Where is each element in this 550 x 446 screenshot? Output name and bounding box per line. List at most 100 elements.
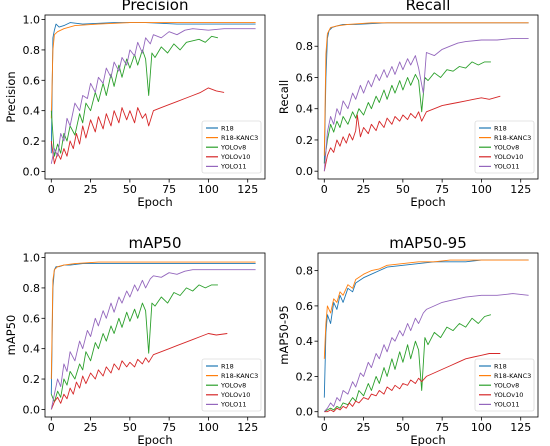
x-tick-label: 0 [321, 421, 328, 434]
x-axis-label: Epoch [410, 433, 445, 446]
y-tick-label: 0.6 [23, 74, 41, 87]
legend-label: YOLOv10 [220, 391, 250, 399]
chart-panel-4: mAP50-95 0 25 50 75 100 125 0.0 0.2 0.4 0.6 0.8 Epoc… [277, 234, 539, 446]
series-line-yolov8 [323, 61, 491, 164]
legend-label: R18-KANC3 [221, 134, 258, 142]
x-axis-label: Epoch [137, 433, 172, 446]
legend-box [474, 120, 535, 174]
legend-label: R18-KANC3 [494, 372, 531, 380]
y-axis-label: Precision [4, 71, 18, 122]
x-tick-label: 0 [321, 183, 328, 196]
series-line-yolo11 [323, 37, 529, 172]
legend-label: YOLOv10 [220, 153, 250, 161]
legend-label: R18 [494, 124, 507, 132]
y-tick-label: 0.6 [296, 71, 314, 84]
legend-box [474, 358, 535, 412]
series-line-r18 [50, 22, 256, 154]
chart-panel-3: mAP50 0 25 50 75 100 125 0.0 0.2 0.4 0.6 0.8 1.0 Epoc… [4, 234, 266, 446]
legend-label: R18 [221, 362, 234, 370]
legend-label: YOLOv8 [493, 382, 519, 390]
series-line-yolo11 [50, 28, 256, 164]
y-tick-label: 0.4 [23, 343, 41, 356]
x-tick-label: 100 [198, 421, 219, 434]
x-tick-label: 25 [357, 183, 371, 196]
y-axis-label: Recall [277, 80, 291, 114]
x-tick-label: 75 [435, 421, 449, 434]
y-tick-label: 0.2 [296, 370, 314, 383]
series-line-r18-kanc3 [50, 22, 256, 119]
chart-title: Recall [406, 0, 451, 14]
y-tick-label: 0.4 [296, 335, 314, 348]
series-line-yolov8 [50, 35, 219, 157]
plot-frame [317, 252, 539, 418]
x-tick-label: 125 [510, 183, 531, 196]
plot-frame [44, 252, 266, 418]
chart-title: Precision [122, 0, 189, 14]
y-tick-label: 0.2 [296, 134, 314, 147]
y-tick-label: 0.6 [23, 312, 41, 325]
legend-label: YOLOv8 [220, 144, 246, 152]
x-tick-label: 100 [471, 183, 492, 196]
legend-label: YOLO11 [220, 163, 247, 171]
series-line-yolov10 [50, 87, 225, 165]
x-tick-label: 25 [357, 421, 371, 434]
legend-label: YOLOv8 [220, 382, 246, 390]
chart-title: mAP50-95 [389, 234, 467, 252]
x-tick-label: 25 [84, 183, 98, 196]
y-tick-label: 0.0 [23, 403, 41, 416]
series-line-r18-kanc3 [50, 261, 256, 380]
legend-label: YOLO11 [493, 163, 520, 171]
legend-label: YOLOv8 [493, 144, 519, 152]
x-tick-label: 100 [471, 421, 492, 434]
chart-title: mAP50 [128, 234, 181, 252]
series-line-yolov10 [323, 95, 501, 172]
legend-label: YOLOv10 [493, 153, 523, 161]
y-tick-label: 1.0 [23, 14, 41, 27]
x-tick-label: 50 [123, 183, 137, 196]
series-line-r18 [323, 259, 529, 398]
y-tick-label: 0.2 [23, 373, 41, 386]
legend-box [201, 358, 262, 412]
y-tick-label: 0.4 [23, 105, 41, 118]
y-tick-label: 0.0 [296, 165, 314, 178]
y-axis-label: mAP50 [4, 315, 18, 356]
legend-label: R18 [221, 124, 234, 132]
legend-box [201, 120, 262, 174]
y-tick-label: 0.2 [23, 135, 41, 148]
y-tick-label: 0.4 [296, 103, 314, 116]
chart-panel-2: Recall 0 25 50 75 100 125 0.0 0.2 0.4 0.6 0.8 Epoch R… [277, 0, 539, 209]
legend-label: R18-KANC3 [221, 372, 258, 380]
x-axis-label: Epoch [137, 195, 172, 209]
x-tick-label: 75 [435, 183, 449, 196]
legend-label: YOLO11 [220, 401, 247, 409]
legend-label: R18 [494, 362, 507, 370]
x-tick-label: 0 [48, 183, 55, 196]
x-tick-label: 100 [198, 183, 219, 196]
chart-panel-1: Precision 0 25 50 75 100 125 0.0 0.2 0.4 0.6 0.8 1.0… [4, 0, 266, 209]
series-line-yolo11 [50, 269, 256, 410]
series-line-r18-kanc3 [323, 259, 529, 359]
series-group [50, 261, 256, 410]
series-line-r18-kanc3 [323, 22, 529, 156]
legend-label: YOLOv10 [493, 391, 523, 399]
x-tick-label: 125 [237, 421, 258, 434]
plot-frame [44, 14, 266, 180]
x-tick-label: 50 [123, 421, 137, 434]
x-tick-label: 0 [48, 421, 55, 434]
y-tick-label: 0.8 [23, 282, 41, 295]
y-tick-label: 0.8 [296, 265, 314, 278]
y-tick-label: 0.8 [296, 40, 314, 53]
x-tick-label: 25 [84, 421, 98, 434]
series-group [50, 22, 256, 165]
y-axis-label: mAP50-95 [277, 305, 291, 364]
x-tick-label: 125 [237, 183, 258, 196]
x-tick-label: 50 [396, 421, 410, 434]
x-tick-label: 75 [162, 183, 176, 196]
series-line-yolov10 [50, 333, 228, 410]
legend-label: R18-KANC3 [494, 134, 531, 142]
